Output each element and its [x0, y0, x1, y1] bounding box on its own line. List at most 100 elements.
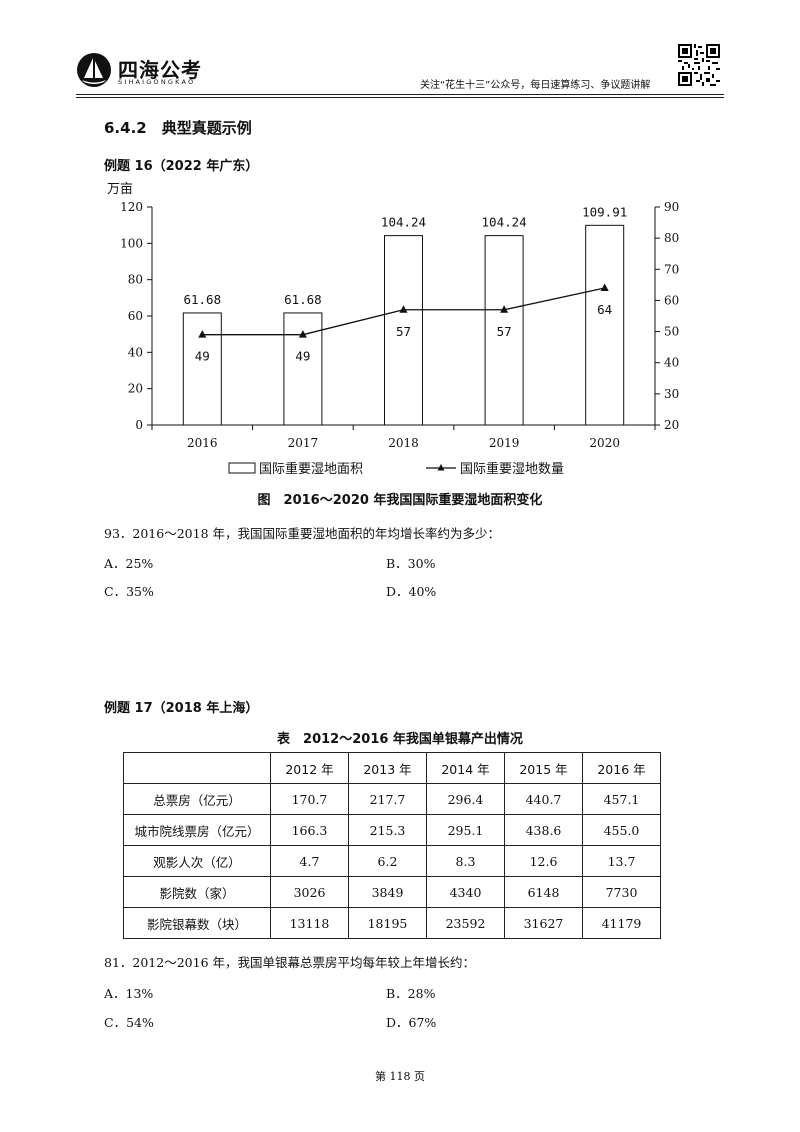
- table-header-row: 2012 年 2013 年 2014 年 2015 年 2016 年: [123, 752, 661, 784]
- brand-subtitle: SIHAIGONGKAO: [118, 78, 196, 86]
- left-axis-ticks: 0 20 40 60 80 100 120: [120, 200, 152, 432]
- table-cell: 12.6: [504, 845, 583, 877]
- bar-value-label: 109.91: [582, 204, 627, 219]
- bar-value-label: 104.24: [482, 215, 527, 230]
- table-header-corner: [123, 752, 271, 784]
- table-cell: 3849: [348, 876, 427, 908]
- header-rule: [76, 94, 724, 95]
- left-axis-unit: 万亩: [107, 181, 133, 197]
- bar: [384, 235, 423, 426]
- header-rule-thin: [76, 97, 724, 98]
- line-value-label: 57: [497, 324, 512, 339]
- left-tick-label: 60: [128, 309, 143, 323]
- table-cell: 23592: [426, 907, 505, 939]
- right-tick-label: 90: [664, 200, 679, 214]
- left-tick-label: 40: [128, 345, 143, 359]
- bar-value-label: 104.24: [381, 215, 426, 230]
- row-label: 总票房（亿元）: [123, 783, 271, 815]
- question-81-option-a: A．13%: [104, 986, 154, 1001]
- table-header-cell: 2016 年: [582, 752, 661, 784]
- left-tick-label: 100: [120, 236, 143, 250]
- brand-name: 四海公考: [118, 58, 202, 82]
- row-label: 观影人次（亿）: [123, 845, 271, 877]
- right-tick-label: 40: [664, 356, 679, 370]
- box-office-table: 2012 年 2013 年 2014 年 2015 年 2016 年 总票房（亿…: [123, 752, 661, 939]
- bar-data-labels: 61.68 61.68 104.24 104.24 109.91: [183, 204, 627, 307]
- line-series: [198, 283, 609, 338]
- line-data-labels: 49 49 57 57 64: [195, 302, 612, 364]
- table-cell: 166.3: [270, 814, 349, 846]
- right-tick-label: 30: [664, 387, 679, 401]
- header-slogan: 关注“花生十三”公众号，每日速算练习、争议题讲解: [420, 80, 651, 91]
- table-cell: 455.0: [582, 814, 661, 846]
- legend-line-label: 国际重要湿地数量: [460, 461, 564, 477]
- line-value-label: 57: [396, 324, 411, 339]
- table-cell: 18195: [348, 907, 427, 939]
- right-tick-label: 20: [664, 418, 679, 432]
- table-cell: 440.7: [504, 783, 583, 815]
- table-cell: 215.3: [348, 814, 427, 846]
- right-tick-label: 60: [664, 293, 679, 307]
- table-header-cell: 2012 年: [270, 752, 349, 784]
- left-tick-label: 0: [135, 418, 143, 432]
- table-cell: 295.1: [426, 814, 505, 846]
- table-cell: 8.3: [426, 845, 505, 877]
- row-label: 城市院线票房（亿元）: [123, 814, 271, 846]
- x-tick-label: 2018: [388, 436, 419, 450]
- question-93-option-d: D．40%: [386, 584, 437, 599]
- table-cell: 13.7: [582, 845, 661, 877]
- right-axis-ticks: 20 30 40 50 60 70 80 90: [655, 200, 679, 432]
- left-tick-label: 20: [128, 382, 143, 396]
- bar: [283, 312, 323, 426]
- table-cell: 4340: [426, 876, 505, 908]
- table-row: 影院银幕数（块） 13118 18195 23592 31627 41179: [123, 907, 661, 939]
- example-16-title: 例题 16（2022 年广东）: [104, 159, 259, 174]
- table-row: 总票房（亿元） 170.7 217.7 296.4 440.7 457.1: [123, 783, 661, 815]
- table-cell: 13118: [270, 907, 349, 939]
- row-label: 影院银幕数（块）: [123, 907, 271, 939]
- brand-logo: 四海公考 SIHAIGONGKAO: [76, 52, 236, 92]
- question-81-option-c: C．54%: [104, 1015, 154, 1030]
- line-point: [399, 305, 408, 313]
- question-81-option-b: B．28%: [386, 986, 436, 1001]
- table-cell: 6148: [504, 876, 583, 908]
- bar: [182, 312, 222, 426]
- table-cell: 41179: [582, 907, 661, 939]
- x-axis-ticks: 2016 2017 2018 2019 2020: [151, 425, 656, 450]
- x-tick-label: 2016: [187, 436, 218, 450]
- right-tick-label: 80: [664, 231, 679, 245]
- bar-value-label: 61.68: [183, 292, 221, 307]
- question-93-stem: 93．2016～2018 年，我国国际重要湿地面积的年均增长率约为多少：: [104, 526, 501, 541]
- line-value-label: 64: [597, 302, 612, 317]
- table-cell: 3026: [270, 876, 349, 908]
- chart-legend: 国际重要湿地面积 国际重要湿地数量: [228, 461, 564, 477]
- line-value-label: 49: [195, 349, 210, 364]
- bar-value-label: 61.68: [284, 292, 322, 307]
- bar: [585, 224, 625, 426]
- table-cell: 31627: [504, 907, 583, 939]
- question-93-option-c: C．35%: [104, 584, 154, 599]
- legend-bar-label: 国际重要湿地面积: [259, 461, 363, 477]
- x-tick-label: 2019: [489, 436, 520, 450]
- chart-caption: 图 2016～2020 年我国国际重要湿地面积变化: [257, 493, 543, 508]
- line-point: [500, 305, 509, 313]
- line-value-label: 49: [295, 349, 310, 364]
- section-title: 6.4.2 典型真题示例: [104, 119, 252, 137]
- table-cell: 4.7: [270, 845, 349, 877]
- line-point: [298, 330, 307, 338]
- table-cell: 296.4: [426, 783, 505, 815]
- table-header-cell: 2015 年: [504, 752, 583, 784]
- left-tick-label: 120: [120, 200, 143, 214]
- table-cell: 217.7: [348, 783, 427, 815]
- table-cell: 457.1: [582, 783, 661, 815]
- legend-bar-swatch: [228, 462, 256, 474]
- table-cell: 7730: [582, 876, 661, 908]
- x-tick-label: 2017: [288, 436, 319, 450]
- row-label: 影院数（家）: [123, 876, 271, 908]
- table-row: 影院数（家） 3026 3849 4340 6148 7730: [123, 876, 661, 908]
- sailboat-logo-icon: [77, 53, 111, 87]
- right-tick-label: 50: [664, 325, 679, 339]
- question-81-option-d: D．67%: [386, 1015, 437, 1030]
- question-93-option-b: B．30%: [386, 556, 436, 571]
- x-tick-label: 2020: [589, 436, 620, 450]
